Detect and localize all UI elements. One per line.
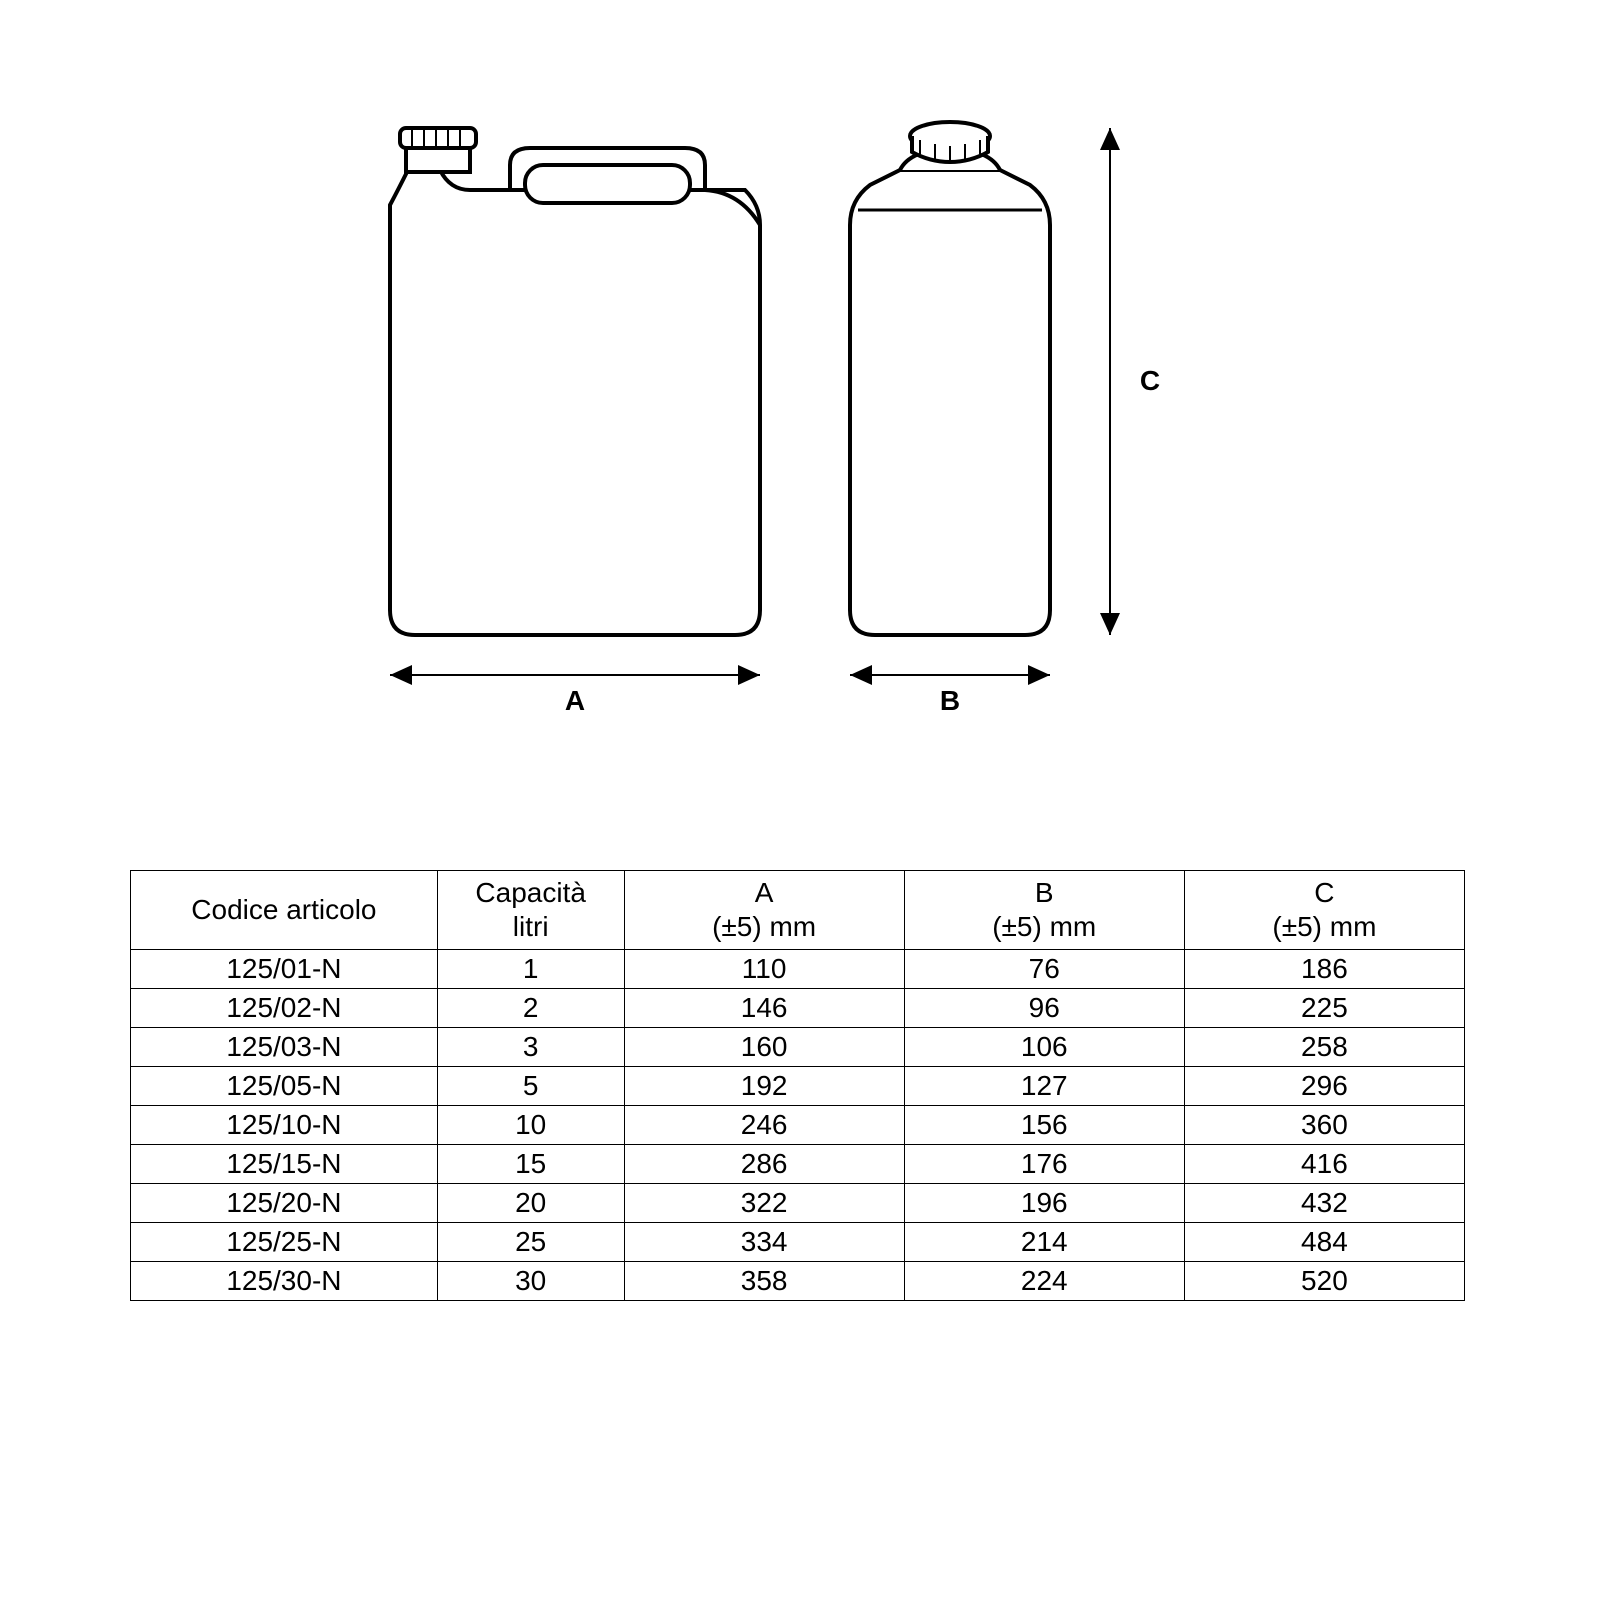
cell-b: 156 <box>904 1106 1184 1145</box>
cell-b: 96 <box>904 989 1184 1028</box>
cell-code: 125/25-N <box>131 1223 438 1262</box>
cell-a: 146 <box>624 989 904 1028</box>
col-header-a-l1: A <box>755 877 774 908</box>
table-row: 125/03-N 3 160 106 258 <box>131 1028 1465 1067</box>
cell-c: 360 <box>1184 1106 1464 1145</box>
cell-b: 176 <box>904 1145 1184 1184</box>
col-header-capacity-l1: Capacità <box>475 877 586 908</box>
col-header-a-l2: (±5) mm <box>712 911 816 942</box>
col-header-code: Codice articolo <box>131 871 438 950</box>
col-header-b-l2: (±5) mm <box>992 911 1096 942</box>
cell-c: 484 <box>1184 1223 1464 1262</box>
cell-cap: 10 <box>437 1106 624 1145</box>
cell-code: 125/30-N <box>131 1262 438 1301</box>
dimension-label-a: A <box>565 685 585 716</box>
cell-a: 246 <box>624 1106 904 1145</box>
table-row: 125/02-N 2 146 96 225 <box>131 989 1465 1028</box>
col-header-capacity: Capacità litri <box>437 871 624 950</box>
table-row: 125/30-N 30 358 224 520 <box>131 1262 1465 1301</box>
cell-c: 186 <box>1184 950 1464 989</box>
table-row: 125/25-N 25 334 214 484 <box>131 1223 1465 1262</box>
col-header-c-l1: C <box>1314 877 1334 908</box>
col-header-b: B (±5) mm <box>904 871 1184 950</box>
cell-c: 296 <box>1184 1067 1464 1106</box>
col-header-c-l2: (±5) mm <box>1272 911 1376 942</box>
cell-b: 127 <box>904 1067 1184 1106</box>
table-row: 125/05-N 5 192 127 296 <box>131 1067 1465 1106</box>
table-header-row: Codice articolo Capacità litri A (±5) mm… <box>131 871 1465 950</box>
cell-b: 224 <box>904 1262 1184 1301</box>
dimension-label-b: B <box>940 685 960 716</box>
col-header-capacity-l2: litri <box>513 911 549 942</box>
side-view <box>850 122 1050 635</box>
canister-diagram-svg: A B C <box>350 110 1250 750</box>
cell-cap: 20 <box>437 1184 624 1223</box>
table-row: 125/15-N 15 286 176 416 <box>131 1145 1465 1184</box>
col-header-code-l1: Codice articolo <box>191 894 376 925</box>
cell-cap: 2 <box>437 989 624 1028</box>
cell-c: 416 <box>1184 1145 1464 1184</box>
col-header-b-l1: B <box>1035 877 1054 908</box>
cell-a: 192 <box>624 1067 904 1106</box>
cell-code: 125/03-N <box>131 1028 438 1067</box>
cell-cap: 5 <box>437 1067 624 1106</box>
cell-a: 110 <box>624 950 904 989</box>
cell-a: 334 <box>624 1223 904 1262</box>
cell-a: 322 <box>624 1184 904 1223</box>
cell-cap: 30 <box>437 1262 624 1301</box>
table-row: 125/10-N 10 246 156 360 <box>131 1106 1465 1145</box>
spec-table-container: Codice articolo Capacità litri A (±5) mm… <box>130 870 1465 1301</box>
cell-a: 160 <box>624 1028 904 1067</box>
dimension-label-c: C <box>1140 365 1160 396</box>
cell-code: 125/15-N <box>131 1145 438 1184</box>
cell-c: 520 <box>1184 1262 1464 1301</box>
cell-code: 125/02-N <box>131 989 438 1028</box>
cell-b: 76 <box>904 950 1184 989</box>
cell-cap: 25 <box>437 1223 624 1262</box>
cell-code: 125/05-N <box>131 1067 438 1106</box>
cell-b: 106 <box>904 1028 1184 1067</box>
spec-table: Codice articolo Capacità litri A (±5) mm… <box>130 870 1465 1301</box>
table-body: 125/01-N 1 110 76 186 125/02-N 2 146 96 … <box>131 950 1465 1301</box>
cell-cap: 3 <box>437 1028 624 1067</box>
cell-b: 214 <box>904 1223 1184 1262</box>
page: A B C Codice articolo <box>0 0 1600 1600</box>
cell-cap: 15 <box>437 1145 624 1184</box>
cell-a: 286 <box>624 1145 904 1184</box>
cell-a: 358 <box>624 1262 904 1301</box>
cell-code: 125/20-N <box>131 1184 438 1223</box>
dimension-diagram: A B C <box>350 110 1250 710</box>
cell-c: 432 <box>1184 1184 1464 1223</box>
cell-b: 196 <box>904 1184 1184 1223</box>
col-header-a: A (±5) mm <box>624 871 904 950</box>
front-view <box>390 128 760 635</box>
cell-c: 225 <box>1184 989 1464 1028</box>
col-header-c: C (±5) mm <box>1184 871 1464 950</box>
cell-c: 258 <box>1184 1028 1464 1067</box>
table-row: 125/20-N 20 322 196 432 <box>131 1184 1465 1223</box>
cell-code: 125/10-N <box>131 1106 438 1145</box>
cell-cap: 1 <box>437 950 624 989</box>
table-row: 125/01-N 1 110 76 186 <box>131 950 1465 989</box>
cell-code: 125/01-N <box>131 950 438 989</box>
